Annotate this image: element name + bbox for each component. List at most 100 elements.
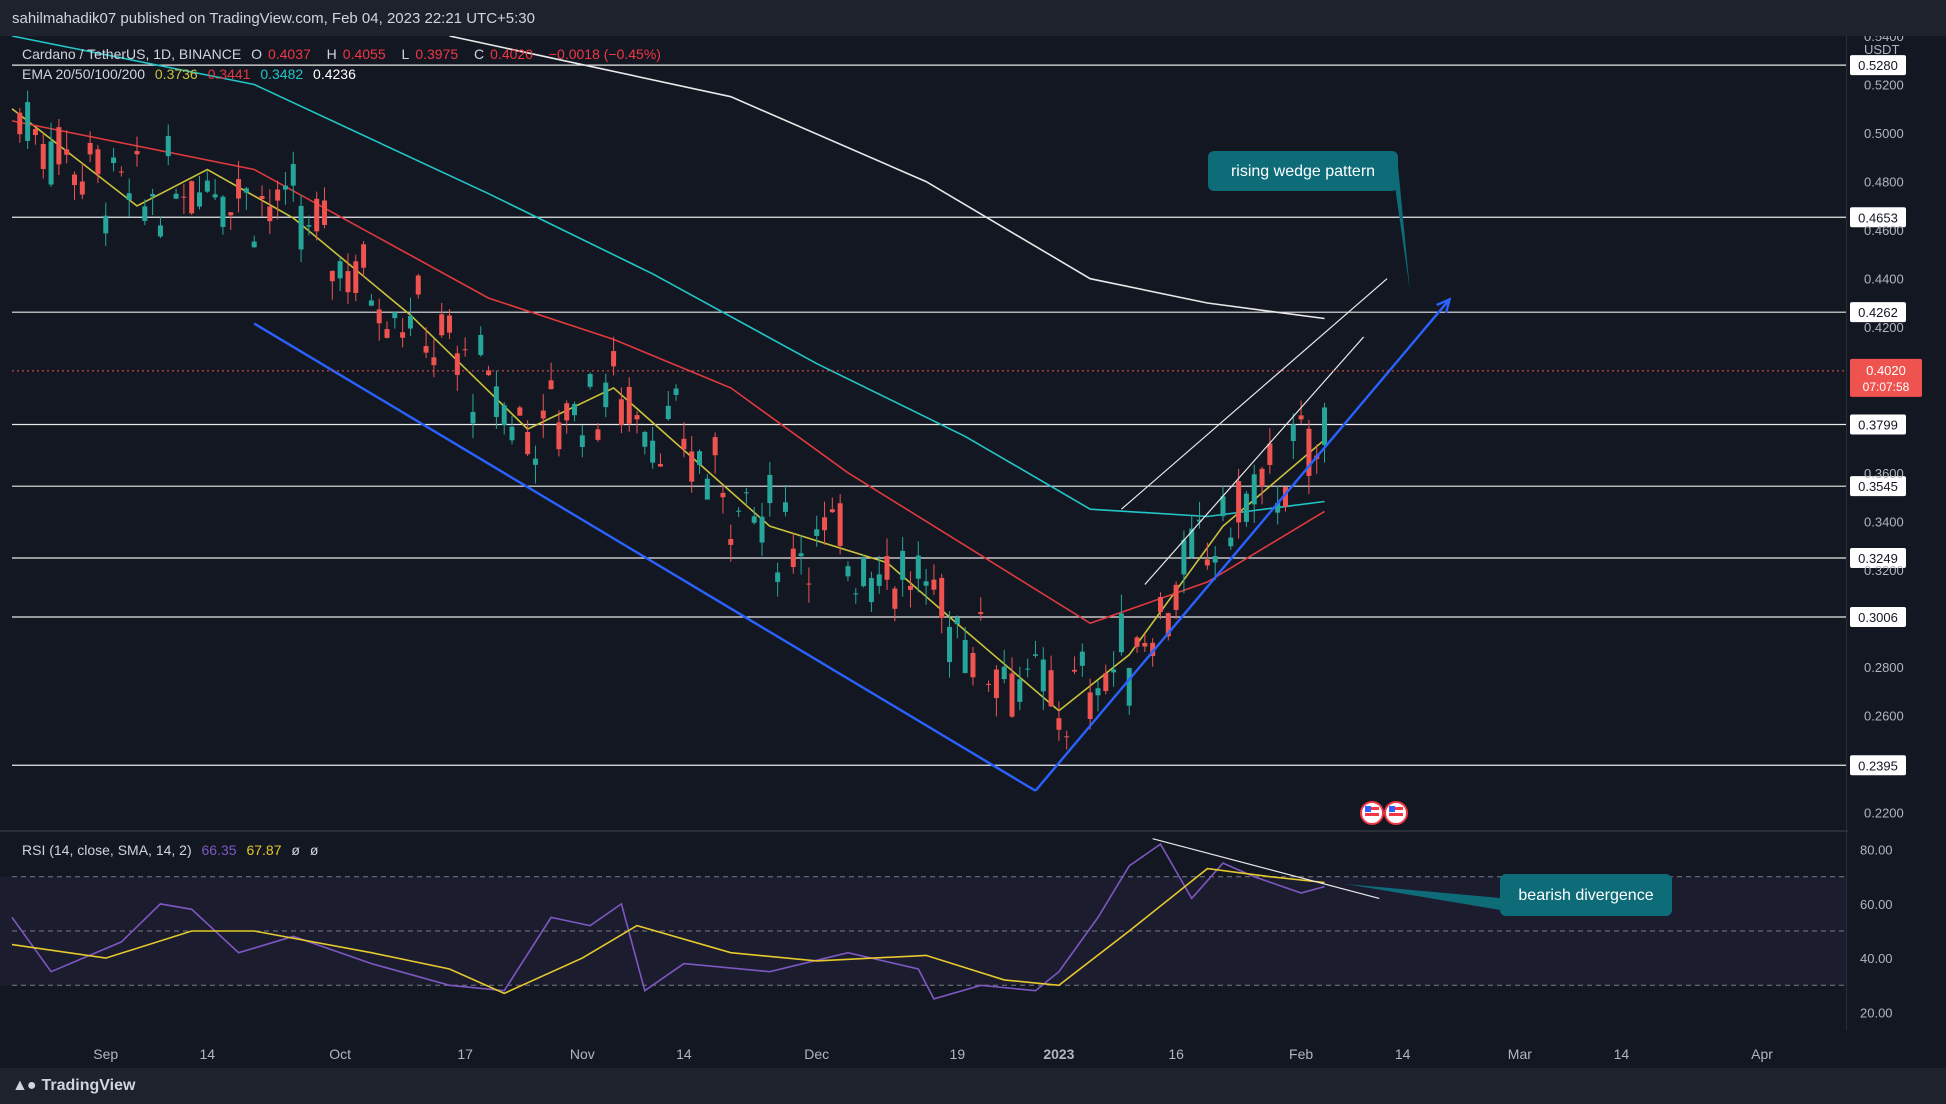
- candle: [509, 415, 515, 445]
- candle-body: [306, 225, 312, 227]
- candle: [423, 327, 429, 359]
- candle-body: [501, 405, 507, 426]
- trendlines: 0.4020 07:07:58: [12, 278, 1922, 792]
- level-label-box: [1850, 55, 1906, 76]
- ema50-value: 0.3441: [207, 66, 251, 82]
- rsi-sma-line: [11, 867, 1325, 995]
- candle: [40, 133, 46, 179]
- candle: [431, 339, 437, 378]
- price-tick-label: 0.2800: [1864, 660, 1904, 675]
- candle-body: [1259, 468, 1265, 487]
- level-label: 0.3545: [1850, 476, 1906, 497]
- price-tick-label: 0.4400: [1864, 272, 1904, 287]
- candle-body: [1220, 496, 1226, 517]
- candle-body: [1290, 424, 1296, 441]
- candle-body: [603, 382, 609, 408]
- candle-body: [736, 510, 742, 512]
- candle: [837, 494, 843, 555]
- candle: [1243, 490, 1249, 527]
- candle: [767, 461, 773, 517]
- candle: [228, 212, 234, 231]
- candle-body: [322, 200, 328, 225]
- candle: [1079, 643, 1085, 677]
- candle: [775, 562, 781, 597]
- candle: [1165, 612, 1171, 641]
- candle: [1204, 542, 1210, 570]
- ema20-value: 0.3736: [154, 66, 198, 82]
- candle: [681, 421, 687, 458]
- candle-body: [95, 149, 101, 175]
- ema-line-3: [11, 36, 1325, 518]
- candle-body: [782, 502, 788, 512]
- candle-body: [1001, 666, 1007, 680]
- candle-body: [48, 141, 54, 185]
- candle: [407, 297, 413, 336]
- rsi-extra-2: ø: [309, 842, 319, 858]
- candle: [689, 436, 695, 493]
- candle-body: [103, 215, 109, 234]
- candle: [782, 484, 788, 517]
- candle-body: [892, 588, 898, 609]
- ema100-value: 0.3482: [260, 66, 304, 82]
- candle-body: [1040, 659, 1046, 692]
- last-price-value: 0.4020: [1866, 363, 1906, 378]
- candle-body: [993, 669, 999, 699]
- callout-box: [1208, 151, 1398, 191]
- level-label-box: [1850, 548, 1906, 569]
- candle-body: [751, 516, 757, 523]
- symbol-label: Cardano / TetherUS, 1D, BINANCE: [22, 46, 242, 62]
- ema-line-4: [449, 36, 1325, 320]
- falling-trendline: [253, 322, 1037, 792]
- candle: [814, 515, 820, 547]
- candle-body: [618, 399, 624, 425]
- candle: [103, 202, 109, 246]
- level-label: 0.3006: [1850, 606, 1906, 627]
- candle: [540, 394, 546, 438]
- level-label-box: [1850, 414, 1906, 435]
- candle-body: [439, 314, 445, 336]
- chart-area[interactable]: 0.5280 0.4653 0.4262 0.3799 0.3545 0.3249 0.30…: [0, 36, 1946, 1068]
- candle-body: [657, 463, 663, 467]
- time-tick-label: 14: [1395, 1046, 1411, 1062]
- candle: [454, 345, 460, 391]
- candle: [1134, 635, 1140, 653]
- candle-body: [337, 261, 343, 279]
- candle: [884, 538, 890, 591]
- candle-body: [923, 581, 929, 586]
- candle: [1009, 657, 1015, 718]
- candle: [798, 535, 804, 575]
- candle: [1048, 655, 1054, 707]
- candle-body: [345, 271, 351, 293]
- candle: [290, 151, 296, 202]
- candle: [822, 501, 828, 545]
- candle: [25, 90, 31, 149]
- candle: [1064, 730, 1070, 750]
- candle-body: [197, 192, 203, 207]
- flag-stripe: [1365, 807, 1379, 810]
- candle-body: [939, 577, 945, 618]
- candle-body: [181, 196, 187, 198]
- candle-body: [509, 426, 515, 441]
- candle-body: [267, 206, 273, 222]
- candle: [1212, 546, 1218, 581]
- candle: [368, 293, 374, 307]
- candle: [392, 311, 398, 329]
- candle: [470, 394, 476, 439]
- candle-body: [665, 405, 671, 420]
- candle-body: [1025, 668, 1031, 670]
- candle-body: [775, 572, 781, 582]
- candle-body: [111, 157, 117, 164]
- low-value: 0.3975: [415, 46, 459, 62]
- candle: [572, 401, 578, 422]
- candle: [564, 400, 570, 434]
- candle: [1173, 581, 1179, 620]
- candle: [56, 119, 62, 176]
- candle-body: [704, 478, 710, 500]
- candle-body: [431, 357, 437, 366]
- candle-body: [673, 388, 679, 395]
- candle: [993, 665, 999, 717]
- level-label-box: [1850, 207, 1906, 228]
- wedge-line: [1144, 336, 1365, 585]
- candle: [931, 564, 937, 596]
- candle-body: [634, 415, 640, 420]
